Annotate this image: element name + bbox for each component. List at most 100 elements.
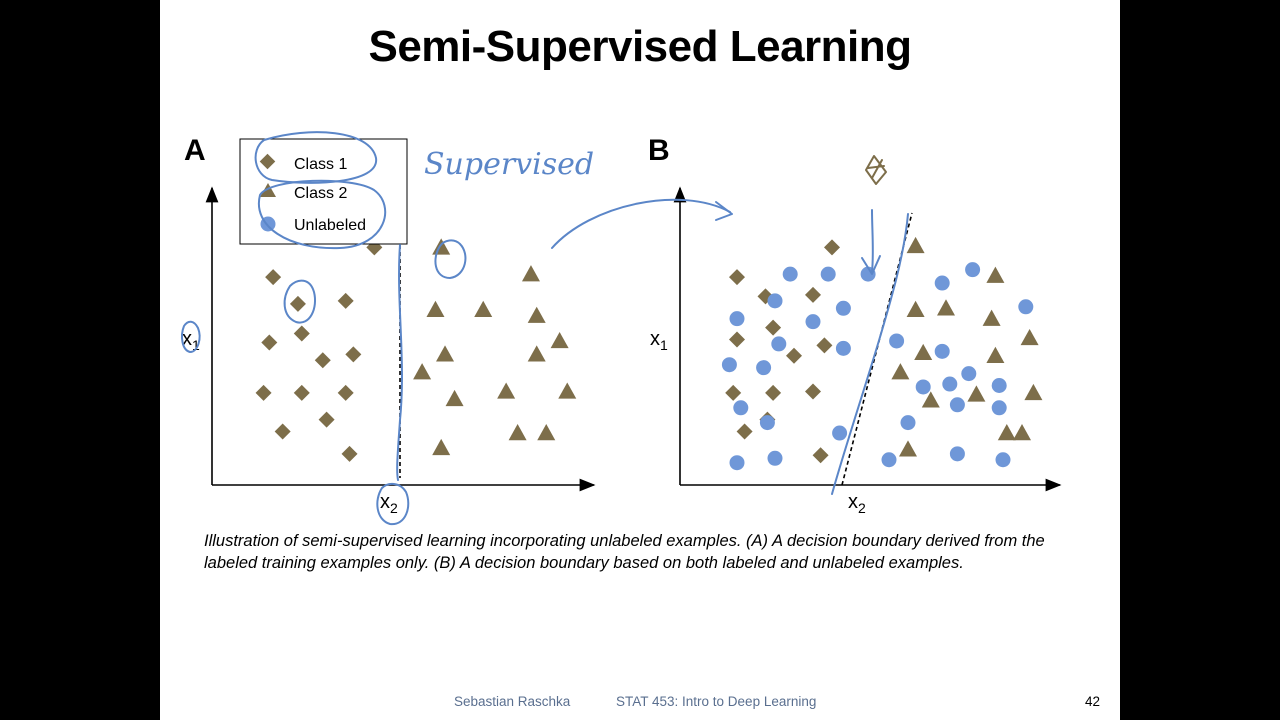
panel-a-points	[255, 238, 577, 462]
panel-a-triangle-point	[508, 424, 527, 441]
footer-course: STAT 453: Intro to Deep Learning	[616, 694, 817, 709]
panel-a-diamond-point	[341, 445, 358, 462]
panel-b-triangle-point	[1020, 328, 1039, 346]
panel-b-triangle-point	[997, 424, 1016, 441]
ink-circle-unlabeled	[257, 179, 387, 250]
panel-a-diamond-point	[314, 352, 331, 369]
panel-b-circle-point	[767, 293, 783, 309]
ink-circle-triangle	[434, 239, 467, 279]
slide: Semi-Supervised Learning A B x1 x2 x1 x2	[160, 0, 1120, 720]
panel-b-circle-point	[915, 379, 931, 395]
panel-a-x-label: x2	[380, 491, 398, 516]
ink-curved-arrow	[551, 198, 731, 249]
ink-circle-point	[283, 279, 316, 324]
panel-b-circle-point	[949, 446, 965, 462]
panel-a-triangle-point	[474, 300, 493, 317]
panel-b-diamond-point	[736, 423, 753, 440]
panel-b-triangle-point	[914, 343, 933, 361]
panel-b-diamond-point	[786, 347, 802, 364]
panel-b-triangle-point	[967, 385, 986, 402]
panel-b-circle-point	[889, 333, 905, 349]
panel-b-triangle-point	[906, 236, 925, 254]
panel-a-diamond-point	[293, 384, 310, 401]
panel-a-diamond-point	[255, 384, 272, 401]
panel-b-label: B	[648, 134, 670, 167]
legend-class1-label: Class 1	[294, 156, 347, 173]
panel-a-diamond-point	[337, 384, 354, 401]
legend: Class 1 Class 2 Unlabeled	[239, 138, 408, 245]
panel-b-diamond-point	[725, 384, 742, 401]
panel-b-diamond-point	[805, 383, 821, 400]
ink-curved-arrowhead	[715, 201, 733, 221]
ink-down-arrow	[871, 209, 874, 273]
panel-b-triangle-point	[921, 391, 940, 408]
panel-b-circle-point	[771, 336, 787, 352]
panel-b-diamond-point	[805, 286, 821, 303]
panel-b-circle-point	[995, 452, 1011, 468]
panel-b-triangle-point	[986, 346, 1005, 364]
panel-a-triangle-point	[521, 265, 540, 282]
legend-class2-label: Class 2	[294, 185, 347, 202]
panel-b-circle-point	[759, 415, 775, 431]
panel-a-diamond-point	[345, 346, 362, 363]
panel-b-circle-point	[965, 262, 981, 278]
panel-b-circle-point	[733, 400, 749, 416]
figure: A B x1 x2 x1 x2 Class 1 Class 2 Unlabele…	[181, 131, 1062, 526]
panel-b-y-label: x1	[650, 328, 668, 353]
panel-b-circle-point	[1018, 299, 1034, 315]
ink-annotations	[181, 131, 909, 526]
panel-b-diamond-point	[812, 447, 829, 464]
legend-class2-marker	[260, 183, 276, 197]
panel-b-diamond-point	[729, 331, 745, 348]
panel-a-diamond-point	[274, 423, 291, 440]
panel-b-x-label: x2	[848, 491, 866, 516]
panel-b-circle-point	[881, 452, 897, 468]
panel-a-triangle-point	[445, 389, 464, 407]
panel-b-triangle-point	[986, 266, 1005, 283]
panel-b-circle-point	[991, 400, 1007, 416]
ink-boundary-stroke-a	[396, 244, 403, 481]
panel-b-points	[721, 236, 1043, 471]
panel-a-label: A	[184, 134, 206, 167]
legend-unlabeled-label: Unlabeled	[294, 217, 366, 234]
panel-a-diamond-point	[337, 292, 354, 309]
panel-b-circle-point	[756, 360, 772, 376]
panel-a-triangle-point	[436, 345, 455, 362]
panel-b-triangle-point	[937, 299, 955, 316]
panel-b-circle-point	[961, 366, 977, 382]
panel-a-diamond-point	[293, 325, 310, 342]
panel-b-circle-point	[832, 425, 848, 441]
panel-b-diamond-point	[816, 337, 833, 354]
panel-b-triangle-point	[982, 309, 1001, 326]
panel-a-triangle-point	[432, 438, 451, 456]
panel-a-diamond-point	[265, 269, 282, 286]
ink-handwritten-note: Supervised	[424, 147, 594, 182]
page-number: 42	[1084, 694, 1100, 709]
panel-b-triangle-point	[899, 440, 917, 457]
panel-b-diamond-point	[765, 319, 782, 336]
ink-sketch-mark	[865, 155, 887, 185]
panel-b-circle-point	[782, 266, 798, 282]
panel-b-triangle-point	[1024, 383, 1043, 401]
panel-b-diamond-point	[824, 239, 840, 256]
panel-b-circle-point	[729, 455, 745, 471]
figure-caption: Illustration of semi-supervised learning…	[204, 532, 1045, 572]
panel-b-diamond-point	[765, 384, 782, 401]
panel-b-circle-point	[942, 376, 958, 392]
panel-b-circle-point	[991, 378, 1007, 394]
panel-b-circle-point	[729, 311, 745, 327]
panel-b-diamond-point	[729, 269, 745, 286]
panel-b-circle-point	[835, 300, 851, 316]
panel-a-triangle-point	[426, 300, 445, 317]
panel-b-circle-point	[805, 314, 821, 330]
panel-b-circle-point	[767, 450, 783, 466]
panel-a-triangle-point	[558, 382, 577, 399]
ink-circle-x2	[376, 482, 410, 526]
panel-b-circle-point	[949, 397, 965, 413]
slide-title: Semi-Supervised Learning	[368, 22, 912, 71]
panel-b-circle-point	[835, 340, 851, 356]
ink-boundary-stroke-b	[831, 213, 909, 495]
panel-b-triangle-point	[891, 363, 910, 380]
panel-a-triangle-point	[413, 363, 432, 380]
panel-b-circle-point	[934, 343, 950, 359]
